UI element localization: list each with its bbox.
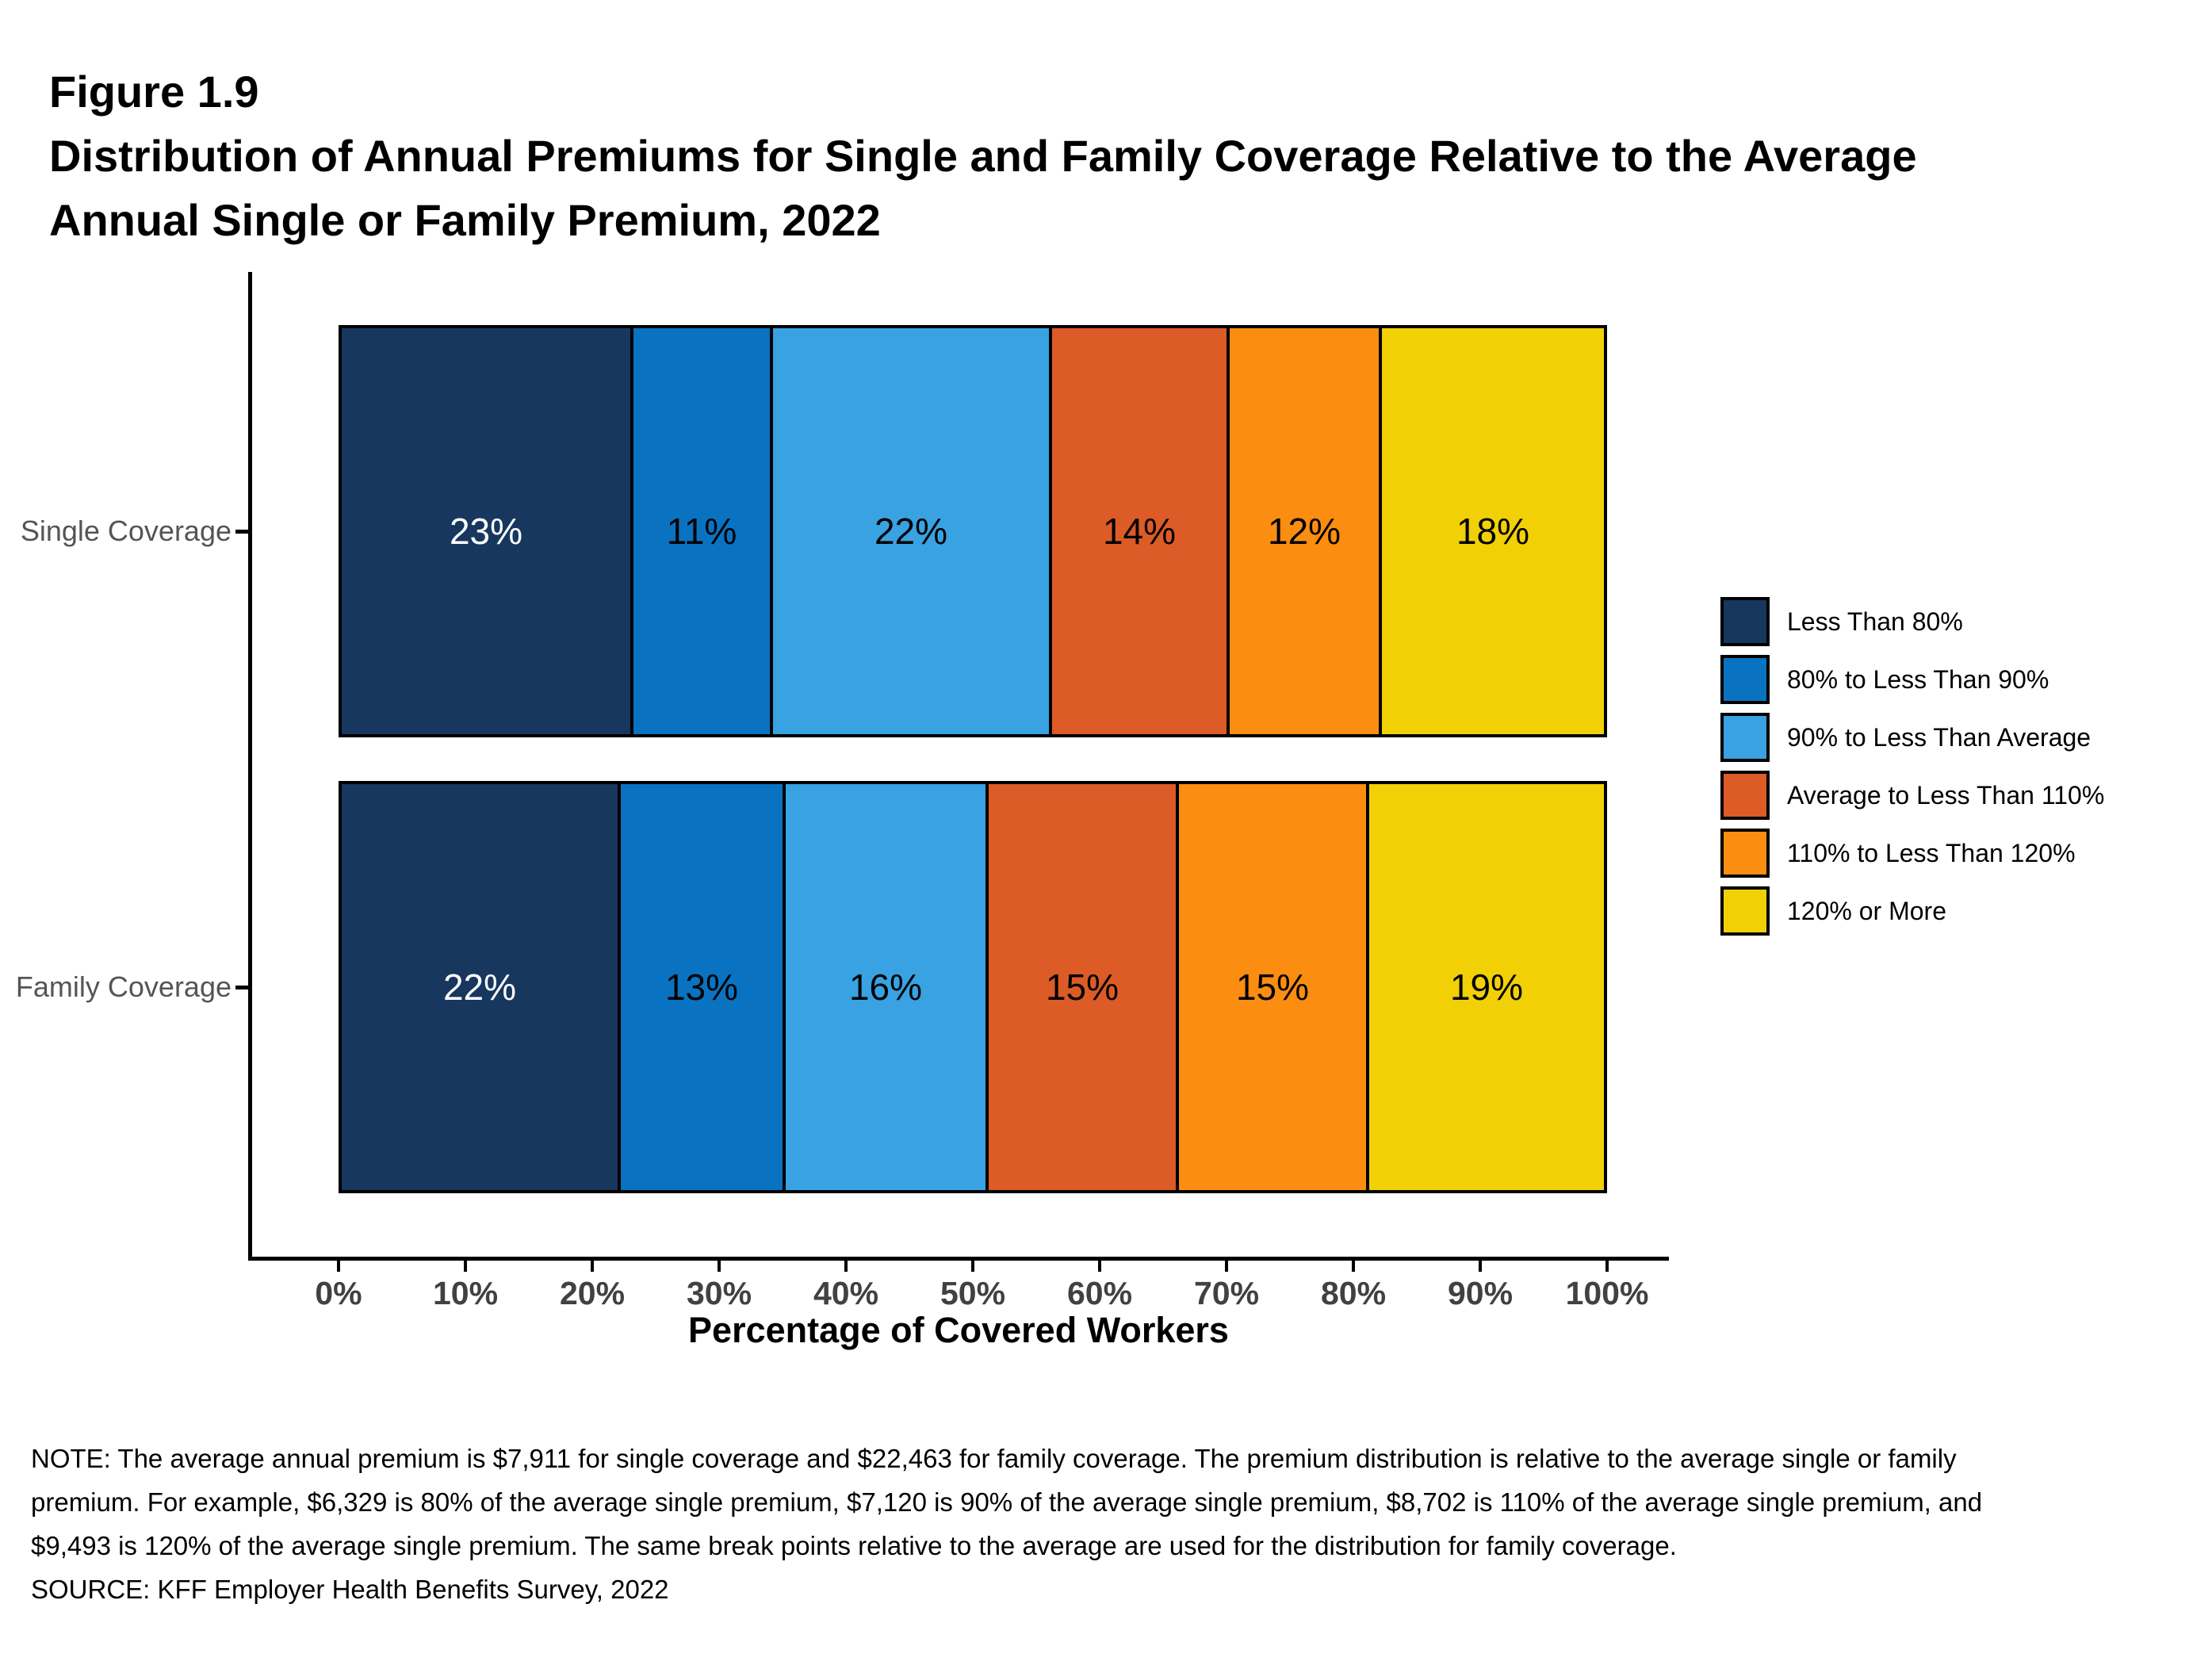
bars-area: 23% 11% 22% 14% 12% 18% 22% 13% 16% 15% 15% 19% <box>339 325 1607 1237</box>
x-tick-label: 70% <box>1193 1275 1260 1311</box>
x-tick-label: 20% <box>559 1275 626 1311</box>
x-tick-label: 100% <box>1565 1275 1649 1311</box>
x-axis-tick <box>1225 1261 1228 1272</box>
legend: Less Than 80% 80% to Less Than 90% 90% to … <box>1720 597 2104 944</box>
bar-segment: 23% <box>339 325 630 737</box>
bar-segment: 19% <box>1366 781 1607 1193</box>
x-tick-label: 50% <box>940 1275 1006 1311</box>
x-axis-tick <box>591 1261 594 1272</box>
x-tick-label: 30% <box>686 1275 752 1311</box>
figure-title-line-1: Distribution of Annual Premiums for Sing… <box>49 131 1917 181</box>
y-axis-tick <box>235 986 248 989</box>
legend-item: Less Than 80% <box>1720 597 2104 646</box>
x-tick-label: 40% <box>813 1275 879 1311</box>
bar-value-label: 15% <box>1235 966 1310 1008</box>
x-axis-tick <box>1098 1261 1101 1272</box>
bar-value-label: 12% <box>1267 511 1341 552</box>
bar-segment: 15% <box>1176 781 1366 1193</box>
bar-row: 22% 13% 16% 15% 15% 19% <box>339 781 1607 1193</box>
figure-title-line-2: Annual Single or Family Premium, 2022 <box>49 195 881 245</box>
bar-value-label: 23% <box>449 511 523 552</box>
bar-value-label: 16% <box>848 966 923 1008</box>
legend-swatch <box>1720 829 1770 878</box>
x-axis-tick <box>844 1261 848 1272</box>
legend-item: Average to Less Than 110% <box>1720 771 2104 820</box>
legend-swatch <box>1720 771 1770 820</box>
x-tick-label: 10% <box>432 1275 499 1311</box>
y-axis-line <box>248 272 252 1261</box>
x-axis-tick <box>718 1261 721 1272</box>
bar-segment: 18% <box>1379 325 1607 737</box>
x-axis-title: Percentage of Covered Workers <box>688 1310 1229 1350</box>
note-text: NOTE: The average annual premium is $7,9… <box>31 1444 1983 1560</box>
bar-value-label: 19% <box>1449 966 1524 1008</box>
figure-header: Figure 1.9 Distribution of Annual Premiu… <box>49 59 1917 252</box>
bar-value-label: 22% <box>874 511 948 552</box>
legend-label: 120% or More <box>1787 896 1946 925</box>
bar-value-label: 15% <box>1045 966 1119 1008</box>
y-axis-tick <box>235 530 248 534</box>
legend-item: 110% to Less Than 120% <box>1720 829 2104 878</box>
bar-segment: 13% <box>618 781 783 1193</box>
x-axis-tick <box>1352 1261 1355 1272</box>
legend-swatch <box>1720 655 1770 704</box>
legend-item: 80% to Less Than 90% <box>1720 655 2104 704</box>
legend-label: Average to Less Than 110% <box>1787 780 2105 810</box>
bar-value-label: 18% <box>1456 511 1530 552</box>
x-axis-line <box>248 1257 1669 1261</box>
figure-label: Figure 1.9 <box>49 67 259 117</box>
bar-row: 23% 11% 22% 14% 12% 18% <box>339 325 1607 737</box>
bar-segment: 22% <box>770 325 1049 737</box>
legend-label: 80% to Less Than 90% <box>1787 664 2049 694</box>
x-axis-tick <box>1479 1261 1482 1272</box>
legend-item: 90% to Less Than Average <box>1720 713 2104 762</box>
legend-label: 110% to Less Than 120% <box>1787 838 2076 867</box>
bar-segment: 11% <box>630 325 770 737</box>
bar-segment: 15% <box>985 781 1176 1193</box>
legend-label: 90% to Less Than Average <box>1787 722 2091 752</box>
legend-swatch <box>1720 597 1770 646</box>
x-axis-tick <box>971 1261 974 1272</box>
bar-value-label: 13% <box>664 966 739 1008</box>
x-tick-label: 90% <box>1447 1275 1514 1311</box>
x-axis-tick <box>464 1261 467 1272</box>
figure-footer: NOTE: The average annual premium is $7,9… <box>31 1437 2068 1611</box>
bar-segment: 16% <box>783 781 985 1193</box>
legend-item: 120% or More <box>1720 886 2104 936</box>
x-tick-label: 80% <box>1320 1275 1387 1311</box>
x-axis-tick <box>337 1261 340 1272</box>
bar-value-label: 11% <box>666 511 737 552</box>
bar-segment: 14% <box>1049 325 1227 737</box>
x-tick-label: 0% <box>315 1275 362 1311</box>
legend-swatch <box>1720 713 1770 762</box>
bar-value-label: 14% <box>1102 511 1177 552</box>
x-tick-label: 60% <box>1066 1275 1133 1311</box>
bar-segment: 12% <box>1227 325 1379 737</box>
y-category-label: Family Coverage <box>15 970 232 1003</box>
y-category-label: Single Coverage <box>20 515 232 547</box>
bar-value-label: 22% <box>442 966 517 1008</box>
bar-segment: 22% <box>339 781 618 1193</box>
source-text: SOURCE: KFF Employer Health Benefits Sur… <box>31 1575 669 1604</box>
legend-swatch <box>1720 886 1770 936</box>
x-axis-tick <box>1605 1261 1609 1272</box>
legend-label: Less Than 80% <box>1787 607 1963 636</box>
